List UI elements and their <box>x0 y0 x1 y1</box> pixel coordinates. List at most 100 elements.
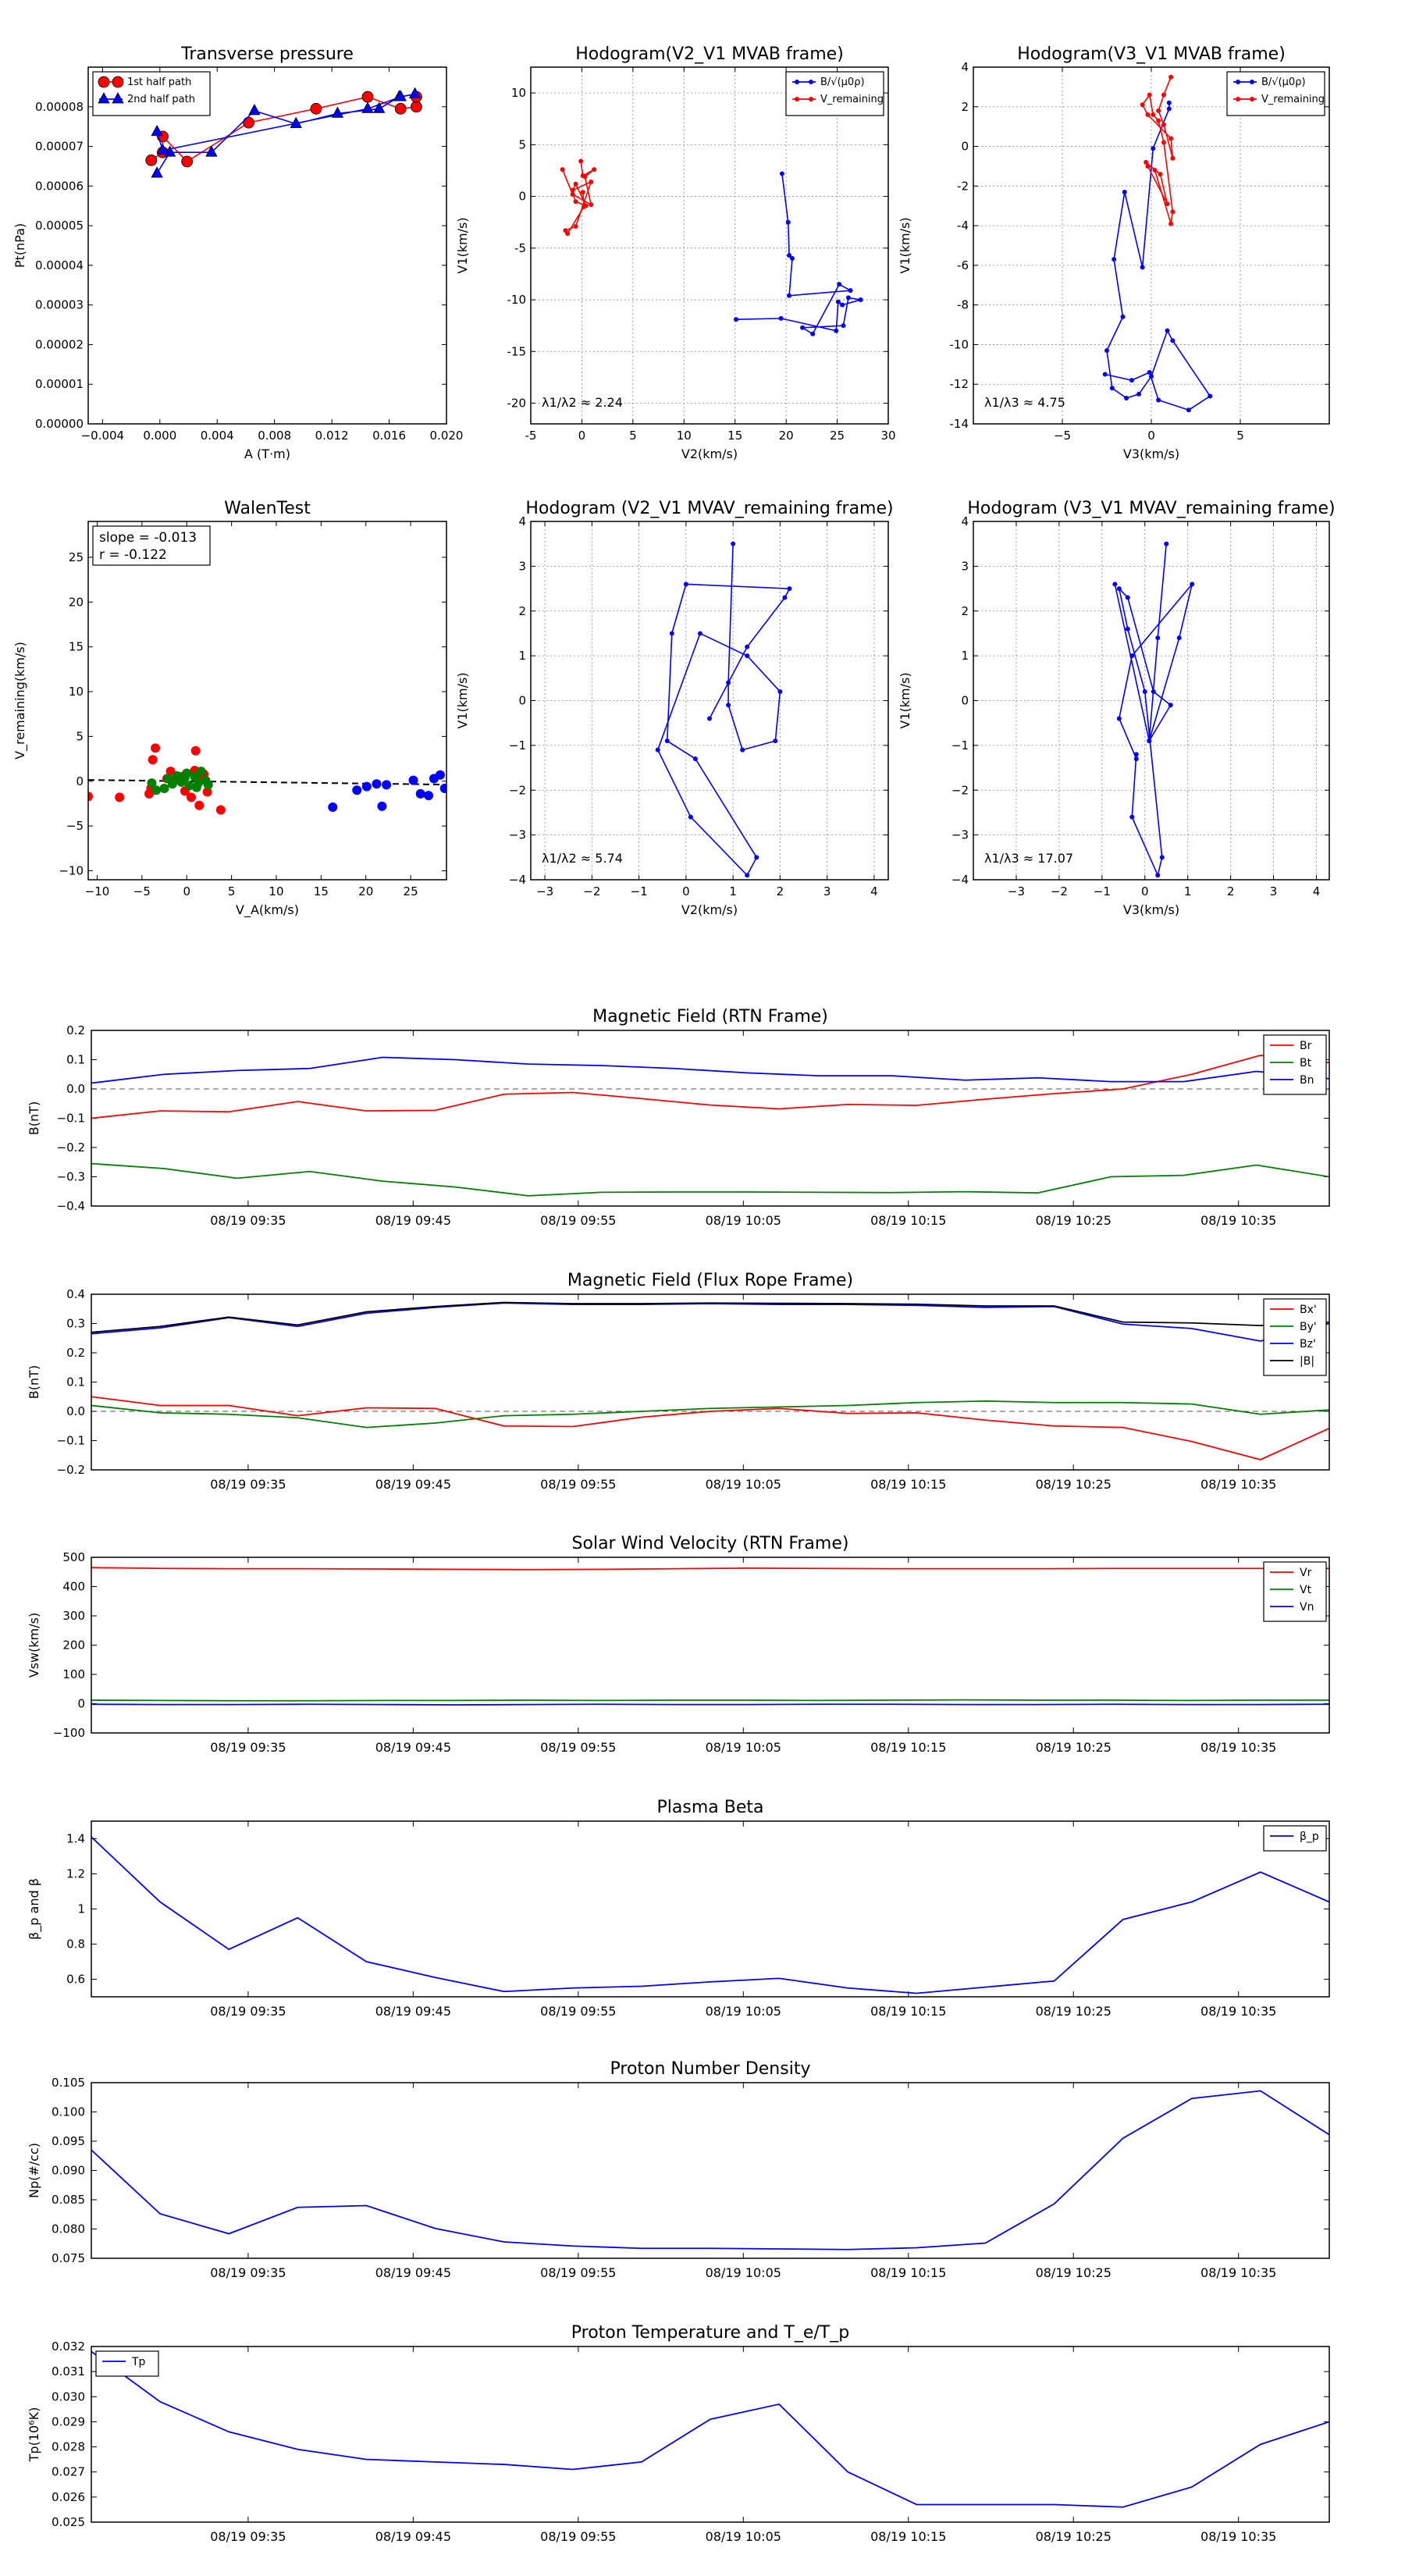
series-0-marker <box>697 631 702 636</box>
y-tick-label: 0.1 <box>66 1053 85 1067</box>
series-1st-half-path-marker <box>145 154 158 166</box>
series-0-point <box>215 805 226 815</box>
x-tick-label: 25 <box>404 884 418 898</box>
series-b-0--marker <box>1147 369 1152 375</box>
series-1st-half-path-marker <box>411 101 422 113</box>
x-tick-label: 08/19 09:55 <box>540 1740 616 1755</box>
x-tick-label: 08/19 10:25 <box>1036 2529 1112 2544</box>
y-tick-label: 10 <box>69 685 84 699</box>
y-tick-label: 0.032 <box>52 2339 85 2354</box>
x-tick-label: −3 <box>1008 884 1025 898</box>
y-tick-label: 0.030 <box>52 2389 85 2403</box>
series-b-0--marker <box>1129 378 1134 383</box>
series-2-point <box>328 802 338 813</box>
series-group <box>91 1054 1329 1197</box>
y-tick-label: −0.2 <box>57 1463 85 1477</box>
series-2nd-half-path-marker <box>248 104 261 116</box>
series-1st-half-path-marker <box>361 91 374 103</box>
series-b-0--marker <box>785 219 791 225</box>
x-tick-label: 08/19 09:45 <box>375 1740 451 1755</box>
series-b-0--marker <box>1136 391 1142 397</box>
series-0-marker <box>1176 635 1182 641</box>
series-v-remaining-marker <box>1145 112 1151 117</box>
y-tick-label: −10 <box>59 864 84 878</box>
legend-label: V_remaining <box>820 94 884 105</box>
y-tick-label: 0 <box>961 694 969 708</box>
series-0-marker <box>787 586 792 592</box>
series-0-line <box>1114 543 1193 877</box>
x-tick-label: 08/19 09:55 <box>540 1213 616 1228</box>
x-tick-label: 08/19 10:05 <box>706 1740 781 1755</box>
series-2-point <box>408 775 418 785</box>
legend-label: B/√(μ0ρ) <box>1261 76 1306 88</box>
series-b-0--marker <box>1104 348 1109 354</box>
eigenvalue-ratio: λ1/λ3 ≈ 17.07 <box>984 851 1073 866</box>
series-1st-half-path-marker <box>310 102 322 115</box>
x-tick-label: 08/19 09:55 <box>540 1477 616 1492</box>
y-tick-label: 0.2 <box>66 1346 85 1360</box>
y-tick-label: 1.4 <box>66 1832 85 1846</box>
series-bt-line <box>91 1162 1329 1197</box>
y-tick-label: 0.00006 <box>35 179 84 193</box>
y-tick-label: -5 <box>514 241 526 255</box>
series-0-marker <box>683 582 688 587</box>
y-axis-label: Pt(nPa) <box>12 223 27 268</box>
series-0-marker <box>707 716 712 721</box>
series-1-point <box>184 781 194 791</box>
y-axis-label: V1(km/s) <box>898 672 912 728</box>
y-tick-label: 0.080 <box>52 2222 85 2236</box>
series-0-point <box>115 792 125 802</box>
y-tick-label: 0.085 <box>52 2193 85 2207</box>
chart-title: Magnetic Field (Flux Rope Frame) <box>567 1271 853 1290</box>
series-v-remaining-marker <box>1161 140 1166 145</box>
y-axis-label: V1(km/s) <box>455 672 470 728</box>
y-tick-label: 0.025 <box>52 2515 85 2529</box>
series-0-marker <box>1164 541 1169 546</box>
y-tick-label: -4 <box>957 219 969 233</box>
series-2-point <box>372 779 382 789</box>
x-tick-label: 2 <box>777 884 784 898</box>
chart-title: Solar Wind Velocity (RTN Frame) <box>572 1534 849 1553</box>
y-tick-label: 0.4 <box>66 1287 85 1301</box>
legend-box <box>1226 71 1325 116</box>
x-tick-label: 08/19 09:35 <box>210 1740 286 1755</box>
series-group <box>560 158 863 336</box>
y-axis-label: B(nT) <box>27 1365 41 1399</box>
series-0-marker <box>669 631 674 636</box>
series-0-marker <box>1129 653 1135 659</box>
y-tick-label: 15 <box>69 640 84 654</box>
series-2nd-half-path-marker <box>394 90 407 101</box>
eigenvalue-ratio: λ1/λ2 ≈ 2.24 <box>542 395 623 410</box>
y-tick-label: 400 <box>62 1580 85 1594</box>
series-b-0--line <box>1104 102 1211 411</box>
y-tick-label: 0.3 <box>66 1317 85 1331</box>
x-tick-label: 08/19 10:05 <box>706 2265 781 2280</box>
x-tick-label: 08/19 09:55 <box>540 2265 616 2280</box>
legend-marker <box>1250 80 1254 84</box>
x-axis-label: V_A(km/s) <box>236 902 299 918</box>
series-b-0--marker <box>1208 393 1213 399</box>
series-bn-line <box>91 1056 1329 1084</box>
series-0-marker <box>692 756 698 762</box>
y-tick-label: 0.00008 <box>35 100 84 114</box>
series-b-0--marker <box>841 323 846 329</box>
series-0-marker <box>1155 873 1161 878</box>
x-tick-label: 08/19 09:35 <box>210 2529 286 2544</box>
series-b-0--line <box>736 173 861 335</box>
x-tick-label: 15 <box>314 884 329 898</box>
y-tick-label: 0.00000 <box>35 417 84 431</box>
x-tick-label: 0.000 <box>143 429 176 443</box>
series-b-0--marker <box>1166 106 1172 112</box>
series-0-marker <box>726 703 731 708</box>
y-tick-label: -20 <box>507 397 527 411</box>
chart-title: Proton Temperature and T_e/T_p <box>571 2323 849 2343</box>
series-2-point <box>382 780 392 790</box>
x-tick-label: 20 <box>358 884 373 898</box>
series-b-0--marker <box>1186 407 1191 413</box>
legend-label: By' <box>1300 1321 1317 1333</box>
x-tick-label: 08/19 10:35 <box>1200 2529 1276 2544</box>
legend-label: Vn <box>1300 1601 1314 1614</box>
y-tick-label: 20 <box>69 595 84 609</box>
series-vn-line <box>91 1703 1329 1706</box>
